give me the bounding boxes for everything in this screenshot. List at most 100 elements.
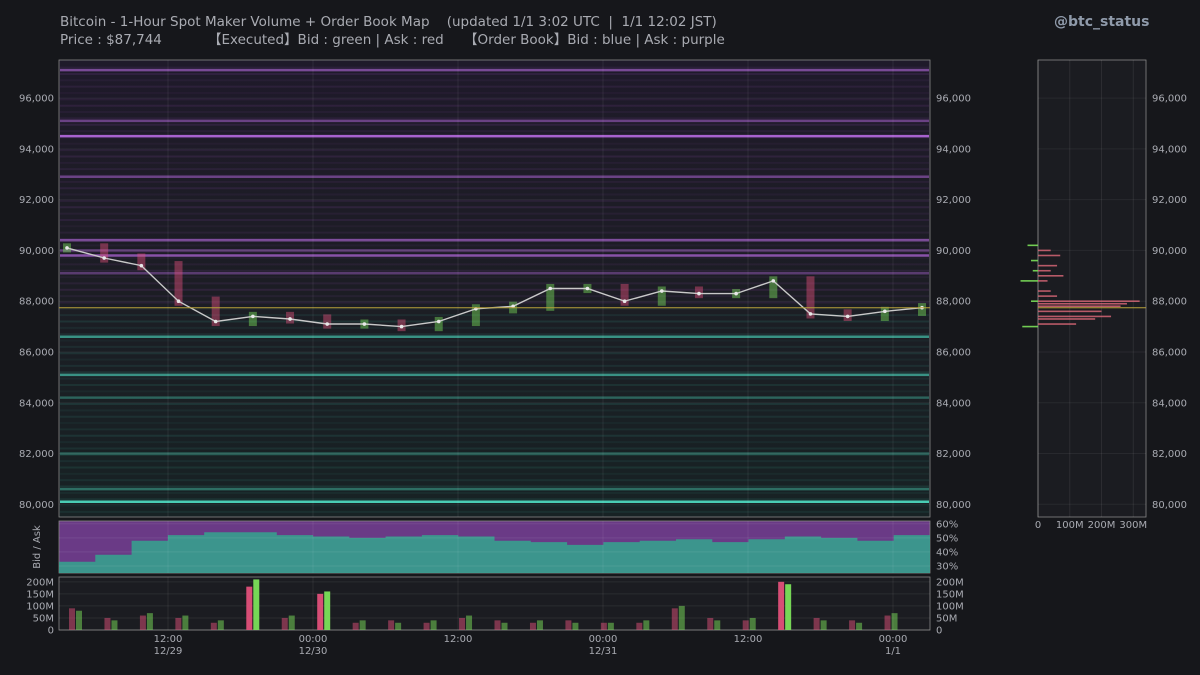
depth-y-tick-label: 82,000	[1152, 449, 1187, 460]
y-tick-label-right: 92,000	[936, 195, 971, 206]
ratio-tick-label: 30%	[936, 561, 958, 572]
price-candle	[471, 304, 480, 327]
y-tick-label-left: 80,000	[19, 500, 54, 511]
ask-volume-bar	[600, 622, 607, 630]
bid-volume-bar	[891, 613, 898, 630]
ask-volume-bar	[139, 615, 146, 630]
y-tick-label-right: 80,000	[936, 500, 971, 511]
ask-volume-bar	[210, 622, 217, 630]
price-candle	[323, 314, 332, 329]
depth-tick-label: 0	[1035, 520, 1041, 531]
ask-volume-bar	[423, 622, 430, 630]
ask-volume-bar	[317, 593, 324, 630]
depth-plot-area	[1037, 59, 1147, 518]
bid-ask-ratio-panel: 30% 40% 50% 60% Bid / Ask	[32, 519, 958, 574]
ratio-axis-label: Bid / Ask	[32, 525, 43, 569]
volume-tick-label-left: 0	[48, 626, 54, 637]
ask-volume-bar	[529, 622, 536, 630]
depth-ask-bar	[1038, 280, 1048, 282]
bid-volume-bar	[217, 620, 224, 630]
price-candle	[620, 283, 629, 306]
depth-ask-bar	[1038, 323, 1077, 325]
price-candle	[100, 243, 109, 263]
depth-ask-bar	[1038, 275, 1064, 277]
y-tick-label-right: 84,000	[936, 398, 971, 409]
x-tick-date: 12/29	[154, 646, 183, 657]
price-candle	[546, 283, 555, 311]
depth-y-tick-label: 80,000	[1152, 500, 1187, 511]
price-point	[585, 286, 590, 291]
price-point	[251, 314, 255, 319]
y-tick-label-left: 90,000	[19, 246, 54, 257]
ratio-tick-label: 60%	[936, 519, 958, 530]
price-point	[436, 319, 441, 324]
depth-ask-bar	[1038, 302, 1127, 305]
depth-y-tick-label: 94,000	[1152, 144, 1187, 155]
price-point	[808, 312, 813, 316]
price-candle	[806, 276, 815, 319]
depth-ask-bar	[1038, 318, 1096, 320]
bid-volume-bar	[395, 622, 402, 630]
chart-title: Bitcoin - 1-Hour Spot Maker Volume + Ord…	[60, 14, 430, 30]
y-tick-label-right: 86,000	[936, 347, 971, 358]
depth-tick-label: 200M	[1088, 520, 1116, 531]
bid-volume-bar	[111, 620, 118, 630]
y-tick-label-right: 90,000	[936, 246, 971, 257]
x-tick-time: 12:00	[444, 634, 473, 645]
x-tick-time: 00:00	[299, 634, 328, 645]
depth-tick-label: 100M	[1056, 520, 1084, 531]
bid-volume-bar	[288, 615, 295, 630]
ask-volume-bar	[707, 617, 714, 630]
y-tick-label-left: 94,000	[19, 144, 54, 155]
price-candle	[657, 286, 666, 306]
depth-bid-bar	[1020, 280, 1038, 282]
bid-volume-bar	[572, 622, 579, 630]
author-handle[interactable]: @btc_status	[1054, 14, 1150, 30]
ask-volume-bar	[459, 617, 466, 630]
depth-ask-bar	[1038, 315, 1112, 318]
y-tick-label-left: 92,000	[19, 195, 54, 206]
header-line-1: Bitcoin - 1-Hour Spot Maker Volume + Ord…	[60, 13, 1060, 31]
chart-header: Bitcoin - 1-Hour Spot Maker Volume + Ord…	[60, 13, 1060, 49]
price-point	[213, 319, 218, 324]
y-tick-label-right: 82,000	[936, 449, 971, 460]
volume-tick-label-right: 200M	[936, 577, 964, 588]
depth-bid-bar	[1032, 269, 1038, 272]
volume-tick-label-left: 50M	[33, 613, 54, 624]
ratio-tick-label: 50%	[936, 533, 958, 544]
price-point	[325, 322, 330, 326]
price-candle	[137, 253, 146, 271]
bid-volume-bar	[856, 622, 863, 630]
x-tick-time: 00:00	[589, 634, 618, 645]
price-point	[102, 256, 106, 260]
x-tick-time: 12:00	[734, 634, 763, 645]
y-tick-label-left: 84,000	[19, 398, 54, 409]
price-point	[511, 304, 515, 309]
ask-volume-bar	[246, 586, 253, 630]
volume-tick-label-left: 100M	[26, 601, 54, 612]
y-tick-label-right: 88,000	[936, 297, 971, 308]
price-point	[399, 324, 404, 329]
ask-volume-bar	[813, 617, 820, 630]
price-point	[734, 291, 738, 296]
ask-volume-bar	[884, 615, 891, 630]
bid-volume-bar	[785, 584, 792, 630]
bid-volume-bar	[501, 622, 508, 630]
price-candle	[211, 296, 220, 327]
ask-volume-bar	[849, 620, 856, 630]
orderbook-legend: 【Order Book】Bid : blue | Ask : purple	[464, 32, 725, 48]
depth-y-tick-label: 88,000	[1152, 297, 1187, 308]
bid-volume-bar	[76, 610, 82, 630]
bid-volume-bar	[253, 579, 260, 630]
ratio-bid-area	[59, 532, 930, 573]
ask-volume-bar	[742, 620, 749, 630]
updated-time: (updated 1/1 3:02 UTC | 1/1 12:02 JST)	[446, 14, 717, 30]
depth-ask-bar	[1038, 310, 1102, 313]
bid-volume-bar	[324, 591, 331, 630]
depth-ask-bar	[1038, 249, 1051, 252]
bid-volume-bar	[359, 620, 366, 630]
y-tick-label-left: 86,000	[19, 347, 54, 358]
price-point	[176, 299, 181, 303]
y-tick-label-left: 96,000	[19, 94, 54, 105]
